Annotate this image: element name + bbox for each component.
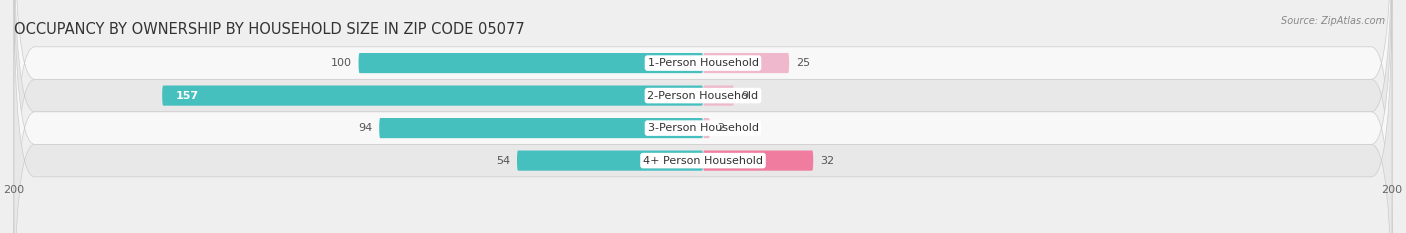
- FancyBboxPatch shape: [162, 86, 703, 106]
- FancyBboxPatch shape: [703, 151, 813, 171]
- Text: 2-Person Household: 2-Person Household: [647, 91, 759, 101]
- Text: 100: 100: [330, 58, 352, 68]
- FancyBboxPatch shape: [380, 118, 703, 138]
- FancyBboxPatch shape: [517, 151, 703, 171]
- FancyBboxPatch shape: [359, 53, 703, 73]
- Text: 4+ Person Household: 4+ Person Household: [643, 156, 763, 166]
- Text: Source: ZipAtlas.com: Source: ZipAtlas.com: [1281, 16, 1385, 26]
- FancyBboxPatch shape: [703, 118, 710, 138]
- Text: 157: 157: [176, 91, 200, 101]
- FancyBboxPatch shape: [703, 53, 789, 73]
- FancyBboxPatch shape: [14, 0, 1392, 233]
- Text: 32: 32: [820, 156, 834, 166]
- Text: 3-Person Household: 3-Person Household: [648, 123, 758, 133]
- FancyBboxPatch shape: [703, 86, 734, 106]
- FancyBboxPatch shape: [14, 0, 1392, 233]
- FancyBboxPatch shape: [14, 0, 1392, 233]
- Text: 9: 9: [741, 91, 748, 101]
- Text: 25: 25: [796, 58, 810, 68]
- Text: OCCUPANCY BY OWNERSHIP BY HOUSEHOLD SIZE IN ZIP CODE 05077: OCCUPANCY BY OWNERSHIP BY HOUSEHOLD SIZE…: [14, 22, 524, 37]
- Text: 94: 94: [359, 123, 373, 133]
- Text: 54: 54: [496, 156, 510, 166]
- FancyBboxPatch shape: [14, 0, 1392, 233]
- Text: 2: 2: [717, 123, 724, 133]
- Text: 1-Person Household: 1-Person Household: [648, 58, 758, 68]
